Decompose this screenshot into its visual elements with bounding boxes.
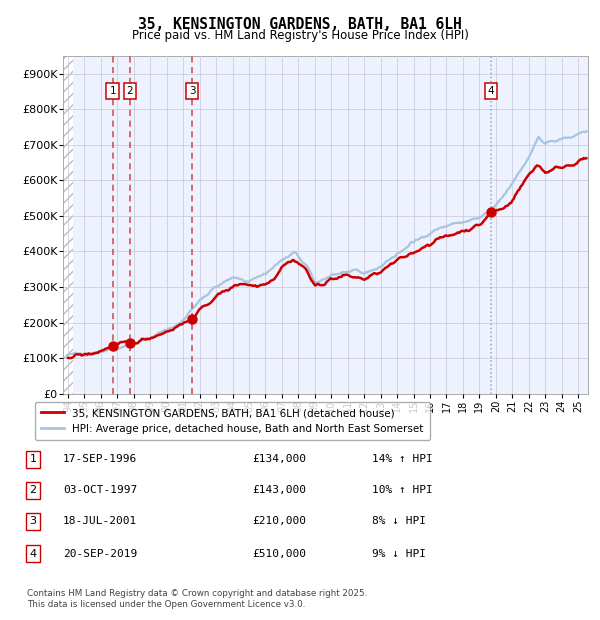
- Text: 9% ↓ HPI: 9% ↓ HPI: [372, 549, 426, 559]
- Text: 4: 4: [29, 549, 37, 559]
- Text: 20-SEP-2019: 20-SEP-2019: [63, 549, 137, 559]
- Text: 18-JUL-2001: 18-JUL-2001: [63, 516, 137, 526]
- Text: 3: 3: [29, 516, 37, 526]
- Text: 2: 2: [127, 86, 133, 96]
- Text: 3: 3: [189, 86, 196, 96]
- Text: 2: 2: [29, 485, 37, 495]
- Text: Price paid vs. HM Land Registry's House Price Index (HPI): Price paid vs. HM Land Registry's House …: [131, 29, 469, 42]
- Bar: [61, 56, 73, 394]
- Text: 10% ↑ HPI: 10% ↑ HPI: [372, 485, 433, 495]
- Legend: 35, KENSINGTON GARDENS, BATH, BA1 6LH (detached house), HPI: Average price, deta: 35, KENSINGTON GARDENS, BATH, BA1 6LH (d…: [35, 402, 430, 440]
- Text: £510,000: £510,000: [252, 549, 306, 559]
- Text: £134,000: £134,000: [252, 454, 306, 464]
- Text: 35, KENSINGTON GARDENS, BATH, BA1 6LH: 35, KENSINGTON GARDENS, BATH, BA1 6LH: [138, 17, 462, 32]
- Text: £143,000: £143,000: [252, 485, 306, 495]
- Text: 1: 1: [109, 86, 116, 96]
- Text: £210,000: £210,000: [252, 516, 306, 526]
- Text: 8% ↓ HPI: 8% ↓ HPI: [372, 516, 426, 526]
- Text: 17-SEP-1996: 17-SEP-1996: [63, 454, 137, 464]
- Text: 1: 1: [29, 454, 37, 464]
- Text: Contains HM Land Registry data © Crown copyright and database right 2025.
This d: Contains HM Land Registry data © Crown c…: [27, 590, 367, 609]
- Text: 4: 4: [488, 86, 494, 96]
- Text: 03-OCT-1997: 03-OCT-1997: [63, 485, 137, 495]
- Text: 14% ↑ HPI: 14% ↑ HPI: [372, 454, 433, 464]
